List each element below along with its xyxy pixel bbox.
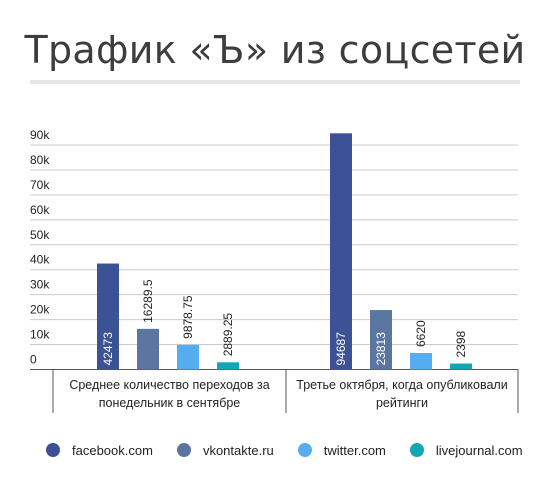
legend-label: vkontakte.ru (202, 442, 274, 458)
data-labels: 42473 16289.5 9878.75 2889.25 94687 23813 6620… (101, 279, 468, 365)
y-tick-label: 50k (30, 228, 50, 242)
data-label: 23813 (374, 332, 388, 366)
bar (410, 352, 432, 370)
data-label: 2398 (454, 330, 468, 357)
legend: facebook.com vkontakte.ru twitter.com livej… (46, 440, 547, 460)
y-tick-label: 10k (30, 328, 50, 342)
x-category-label: Третье октября, когда опубликовали (296, 378, 507, 392)
y-tick-label: 20k (30, 303, 50, 317)
legend-item: twitter.com (297, 442, 386, 458)
y-tick-label: 80k (30, 153, 50, 167)
x-axis: Среднее количество переходов за понедельн… (52, 369, 519, 413)
bar (330, 133, 352, 370)
y-tick-label: 90k (30, 128, 50, 142)
legend-marker (176, 443, 191, 457)
bar (370, 310, 392, 370)
x-category-label: Среднее количество переходов за (69, 378, 269, 392)
bar (97, 263, 119, 370)
legend-marker (297, 443, 312, 457)
y-tick-label: 70k (30, 178, 50, 192)
y-axis-ticks: 0 10k 20k 30k 40k 50k 60k 70k 80k 90k (30, 128, 50, 367)
legend-label: livejournal.com (435, 442, 523, 458)
data-label: 2889.25 (221, 313, 235, 357)
bar-chart: 0 10k 20k 30k 40k 50k 60k 70k 80k 90k 42473 16289.… (30, 128, 519, 413)
legend-item: vkontakte.ru (176, 442, 274, 458)
data-label: 6620 (414, 320, 428, 347)
x-category-label: рейтинги (376, 396, 428, 410)
data-label: 94687 (334, 332, 348, 366)
data-label: 16289.5 (141, 279, 155, 323)
legend-label: twitter.com (323, 442, 386, 458)
legend-marker (409, 443, 424, 457)
bar (450, 363, 472, 370)
data-label: 9878.75 (181, 295, 195, 339)
legend-marker (46, 443, 60, 457)
data-label: 42473 (101, 332, 115, 366)
title-divider (30, 80, 520, 84)
legend-item: facebook.com (46, 443, 153, 458)
y-tick-label: 40k (30, 253, 50, 267)
legend-label: facebook.com (72, 442, 153, 458)
bar (137, 328, 159, 370)
y-tick-label: 60k (30, 203, 50, 217)
y-tick-label: 0 (30, 353, 37, 367)
legend-item: livejournal.com (409, 442, 523, 458)
x-category-label: понедельник в сентябре (99, 396, 241, 410)
chart-title: Трафик «Ъ» из соцсетей (24, 28, 526, 72)
bars (97, 133, 472, 370)
bar (177, 344, 199, 370)
y-tick-label: 30k (30, 278, 50, 292)
bar (217, 362, 239, 370)
